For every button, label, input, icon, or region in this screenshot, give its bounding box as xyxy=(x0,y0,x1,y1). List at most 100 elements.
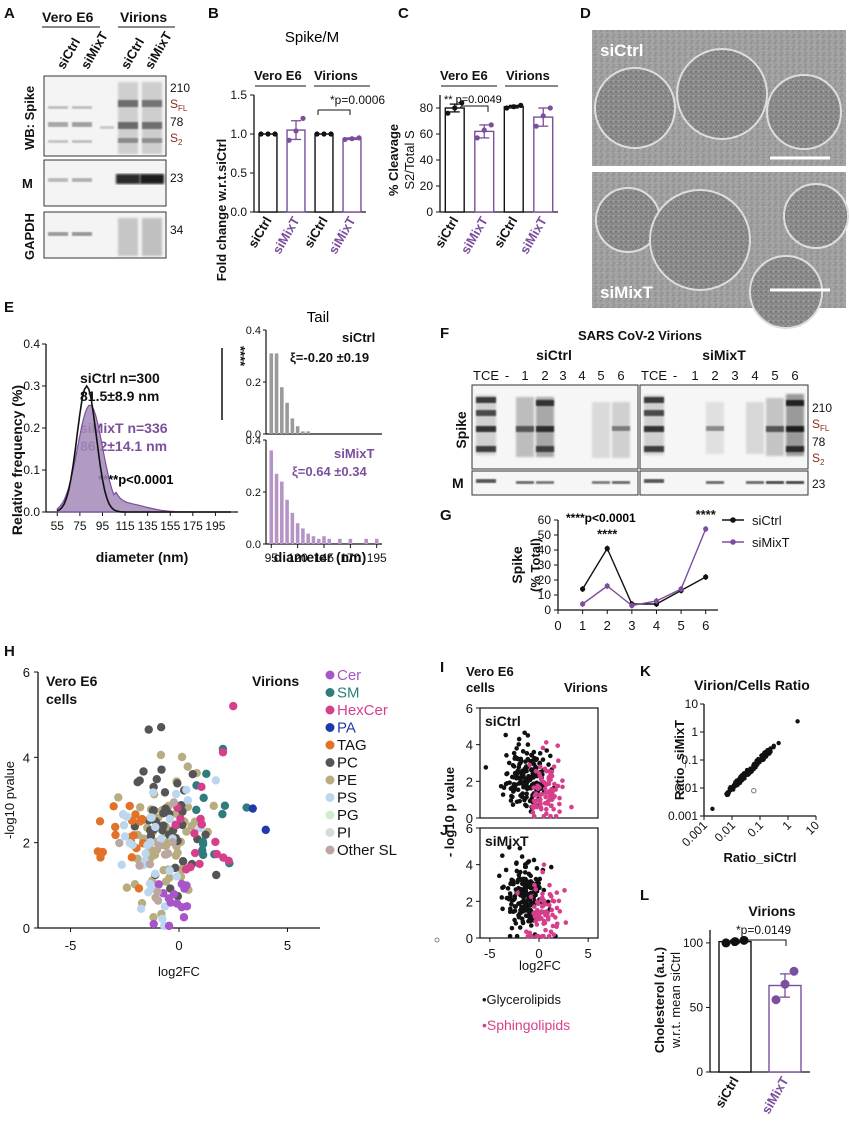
lipid-point xyxy=(120,832,130,841)
y-tick-label: 0 xyxy=(696,1065,703,1079)
lipid-point xyxy=(117,860,126,870)
lane-label: 1 xyxy=(521,368,528,383)
glycerolipid-point xyxy=(507,906,513,912)
lane-label: 5 xyxy=(597,368,604,383)
panel-e-tail-ctrl-name: siCtrl xyxy=(342,330,375,345)
tail-siMixT-bar xyxy=(306,533,310,544)
panel-b-bracket xyxy=(317,109,351,115)
tail-siMixT-bar xyxy=(374,538,379,544)
panel-c-ylabel-2: S2/Total S xyxy=(402,130,417,190)
bar xyxy=(342,137,362,213)
glycerolipid-point xyxy=(537,761,542,766)
sphingolipid-point xyxy=(554,905,560,911)
panel-c-bracket xyxy=(460,105,489,112)
sphingolipid-point xyxy=(551,898,557,904)
panel-f-marker-210: 210 xyxy=(812,401,832,415)
lipid-point xyxy=(129,831,138,840)
lane-label: 6 xyxy=(791,368,798,383)
legend-label-pg: PG xyxy=(337,807,359,824)
siMixT-point xyxy=(629,602,635,609)
sphingolipid-point xyxy=(547,792,552,798)
x-tick-label: 1 xyxy=(579,618,586,633)
glycerolipid-point xyxy=(533,876,539,882)
sphingolipid-point xyxy=(540,903,546,909)
em-image-siMixT xyxy=(592,172,849,329)
siMixT-point xyxy=(604,583,610,589)
panel-label-h: H xyxy=(4,643,15,660)
lipid-point xyxy=(154,841,164,851)
sig-bracket xyxy=(732,939,787,946)
glycerolipid-point xyxy=(526,871,532,877)
sphingolipid-point xyxy=(535,933,541,939)
lipid-point xyxy=(177,752,187,762)
glycerolipid-point xyxy=(528,923,534,928)
panel-a-sfl: SFL xyxy=(170,97,188,113)
x-category-label: siCtrl xyxy=(712,1074,742,1110)
ratio-point xyxy=(748,766,753,772)
glycerolipid-point xyxy=(501,785,507,791)
lipid-point xyxy=(146,838,155,847)
x-category-label: siCtrl xyxy=(432,214,462,250)
sphingolipid-point xyxy=(533,887,539,892)
glycerolipid-point xyxy=(519,881,525,886)
data-point xyxy=(518,102,524,108)
sphingolipid-point xyxy=(538,897,544,903)
y-tick-label: 20 xyxy=(538,573,552,587)
glycerolipid-point xyxy=(515,877,521,883)
lipid-point xyxy=(136,904,146,914)
tail-siCtrl-bar xyxy=(269,353,274,434)
ratio-point xyxy=(753,765,758,770)
data-point xyxy=(547,105,553,111)
sphingolipid-point xyxy=(548,777,553,783)
data-point xyxy=(459,100,465,106)
x-tick-label: 0 xyxy=(175,938,182,953)
y-tick-label: 10 xyxy=(685,697,699,711)
blot-a-m xyxy=(43,159,167,207)
lane-label: 4 xyxy=(578,368,585,383)
lipid-point xyxy=(156,834,166,844)
lipid-point xyxy=(156,750,166,760)
panel-a-marker-78: 78 xyxy=(170,115,184,129)
glycerolipid-point xyxy=(519,916,525,921)
y-tick-label: 0.1 xyxy=(23,463,40,477)
y-tick-label: 0.4 xyxy=(246,325,261,337)
panel-l-pvalue: *p=0.0149 xyxy=(736,923,791,937)
x-tick-label: 4 xyxy=(653,618,660,633)
glycerolipid-point xyxy=(517,925,523,930)
lipid-point xyxy=(135,861,144,870)
glycerolipid-point xyxy=(525,756,531,762)
lipid-point xyxy=(177,879,186,889)
lipid-point xyxy=(93,847,103,856)
glycerolipid-point xyxy=(536,880,542,886)
glycerolipid-point xyxy=(510,802,516,808)
g-stars-2: **** xyxy=(597,527,618,542)
glycerolipid-point xyxy=(510,878,516,884)
tail-siMixT-bar xyxy=(274,473,279,544)
sphingolipid-point xyxy=(532,882,537,888)
blot-f-spike-siMixT xyxy=(639,384,809,470)
sphingolipid-point xyxy=(532,904,537,909)
panel-a-s2: S2 xyxy=(170,131,183,147)
em-image-siCtrl xyxy=(592,30,846,166)
sphingolipid-point xyxy=(560,784,565,790)
sphingolipid-point xyxy=(537,764,543,770)
panel-f-marker-23: 23 xyxy=(812,477,826,491)
glycerolipid-point xyxy=(525,742,531,747)
x-tick-label: 0.1 xyxy=(744,818,766,840)
lipid-point xyxy=(192,805,201,815)
y-tick-label: 0.2 xyxy=(23,421,40,435)
glycerolipid-point xyxy=(501,884,506,890)
panel-f-group-ctrl: siCtrl xyxy=(536,347,572,363)
tail-siMixT-bar xyxy=(285,499,289,544)
glycerolipid-point xyxy=(523,795,528,801)
x-tick-label: 10 xyxy=(803,818,823,838)
lipid-point xyxy=(122,883,132,892)
glycerolipid-point xyxy=(509,897,514,903)
x-tick-label: 0 xyxy=(535,946,542,961)
tail-siMixT-bar xyxy=(269,450,274,544)
panel-b-ylabel: Fold change w.r.t.siCtrl xyxy=(214,139,229,282)
panel-l-ylabel-1: Cholesterol (a.u.) xyxy=(652,947,667,1053)
siMixT-line xyxy=(582,528,707,607)
panel-c-pvalue: ** p=0.0049 xyxy=(444,94,502,106)
lipid-point xyxy=(125,838,134,848)
